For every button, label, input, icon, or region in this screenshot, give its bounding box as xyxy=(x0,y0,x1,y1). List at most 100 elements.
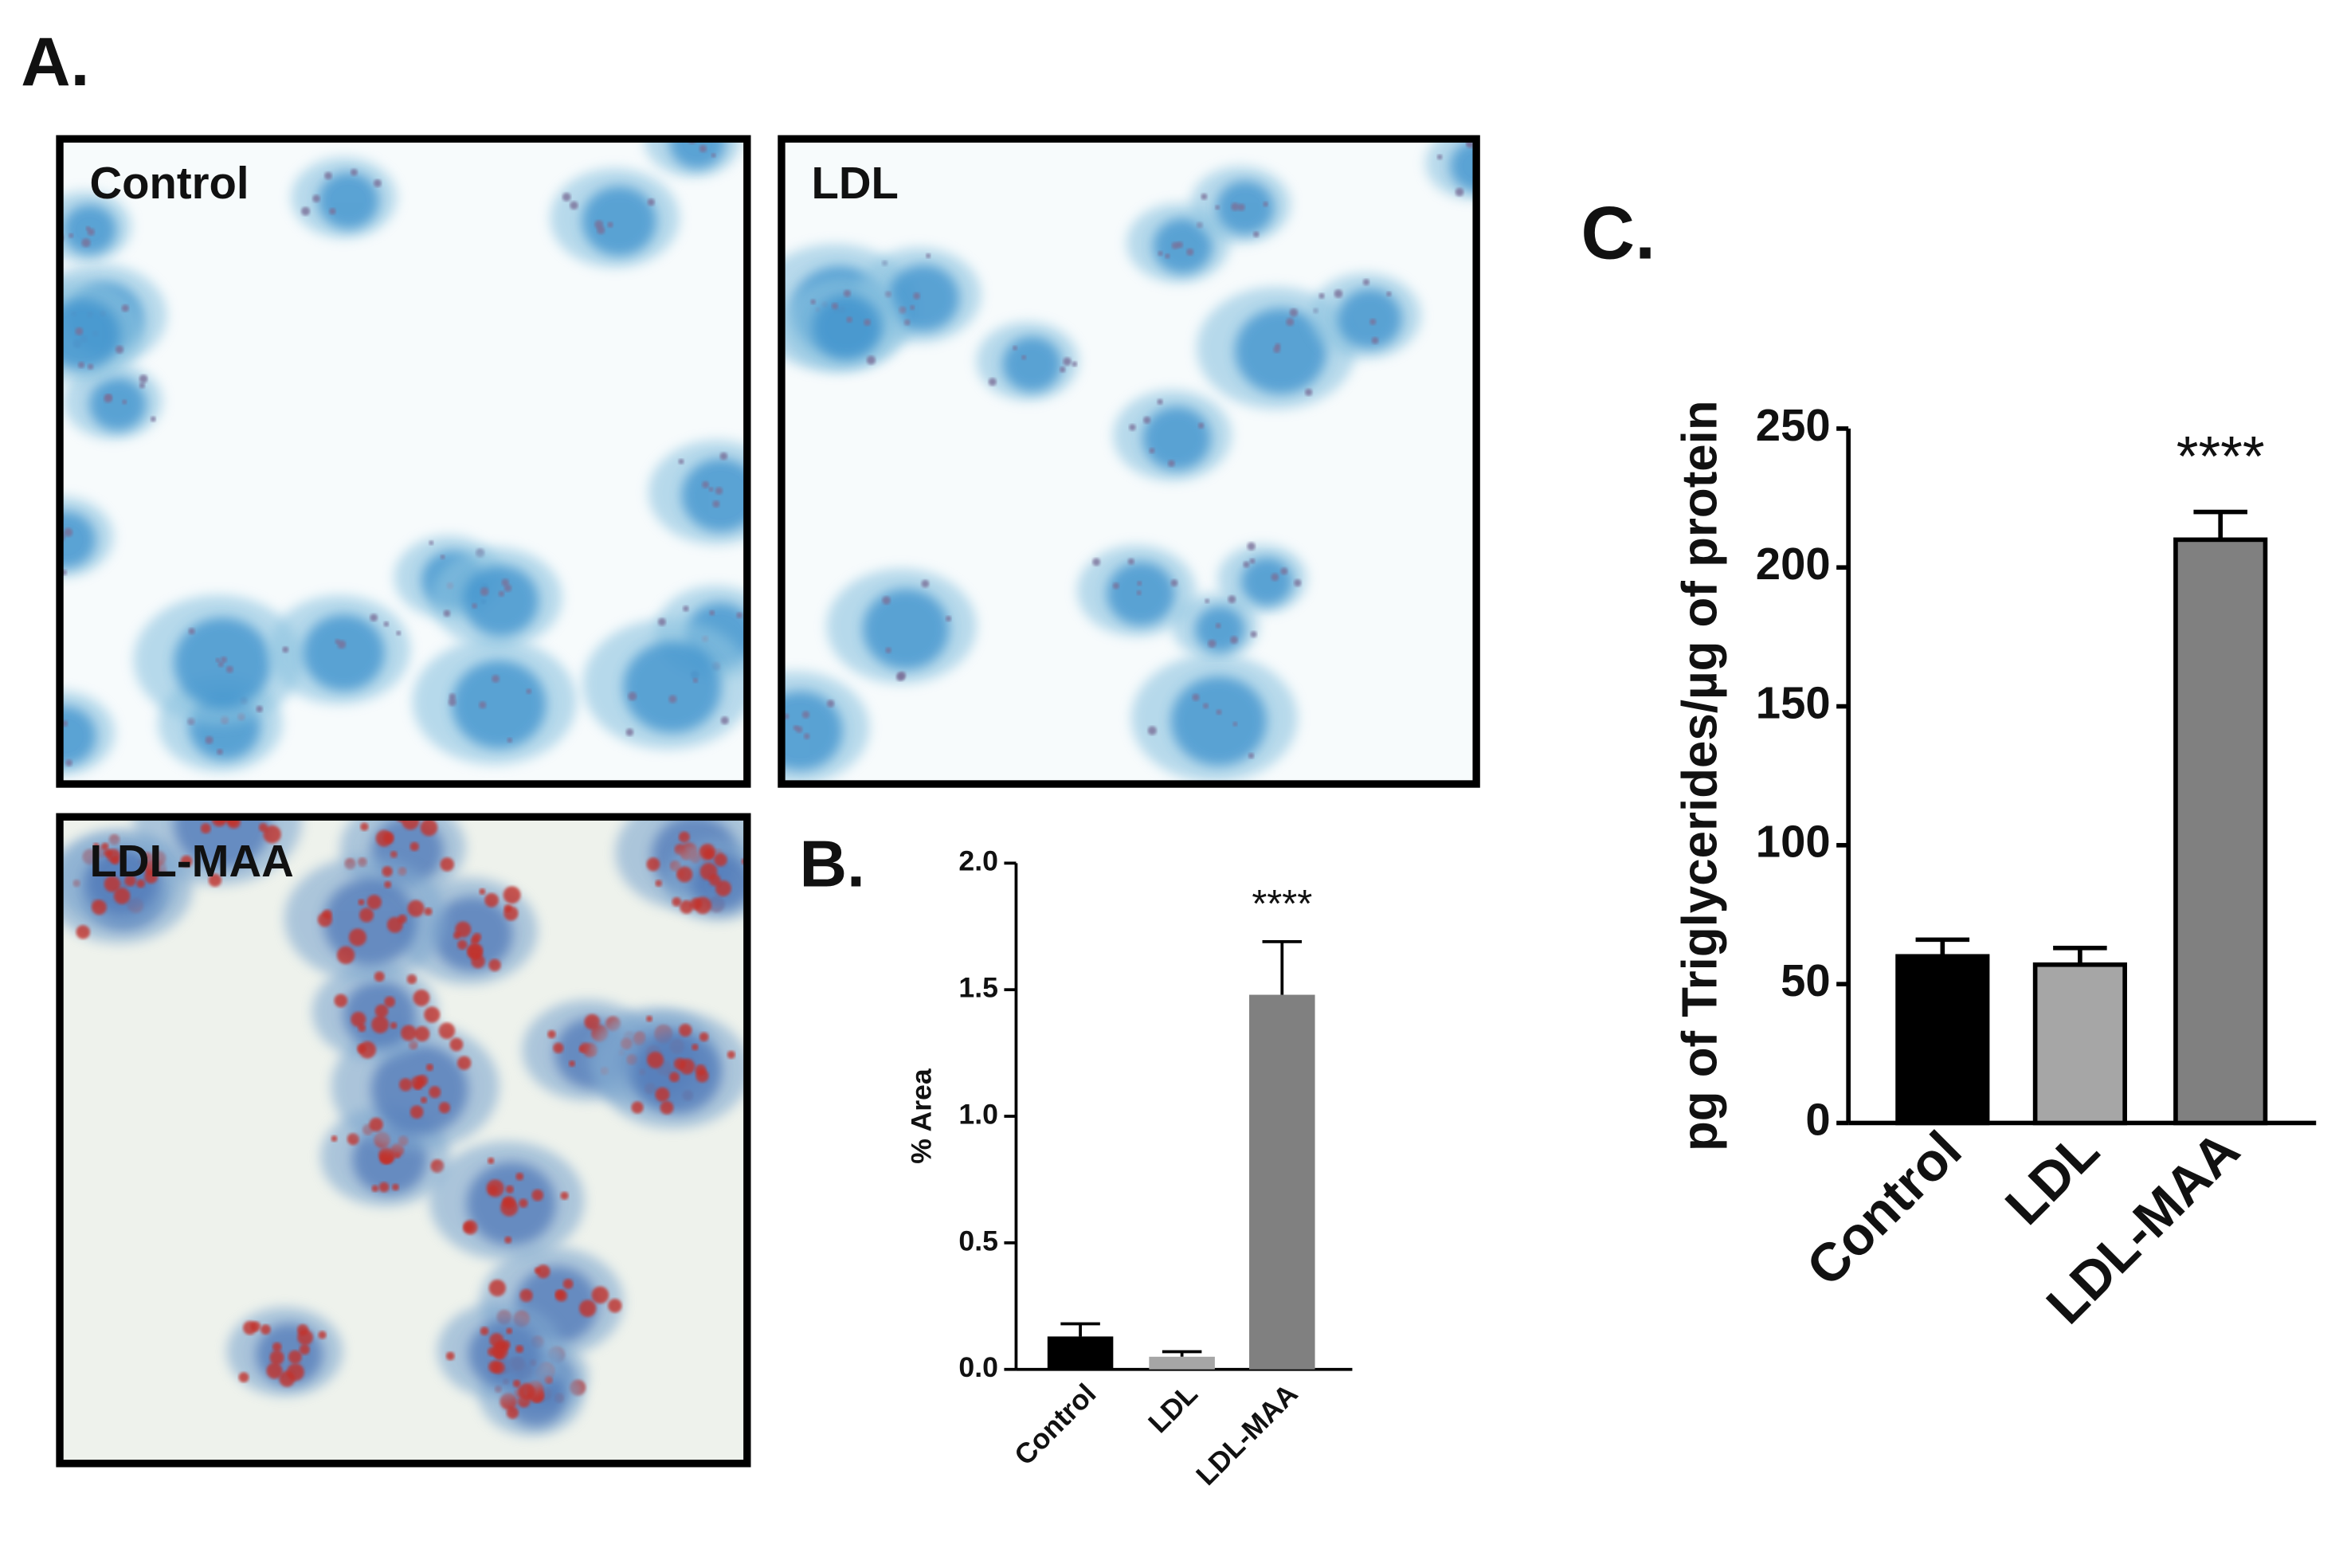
lipid-droplet xyxy=(755,876,772,892)
lipid-droplet xyxy=(382,866,393,877)
lipid-droplet xyxy=(399,1078,413,1092)
granule xyxy=(69,233,74,238)
granule xyxy=(1286,317,1295,327)
granule xyxy=(1215,622,1221,629)
granule xyxy=(472,603,477,609)
granule xyxy=(46,711,55,719)
granule xyxy=(115,345,124,354)
panel-label: B. xyxy=(799,828,865,901)
granule xyxy=(350,168,358,176)
lipid-droplet xyxy=(347,1133,359,1146)
granule xyxy=(48,702,53,707)
granule xyxy=(712,500,720,508)
lipid-droplet xyxy=(569,1060,575,1067)
x-tick-label: Control xyxy=(1796,1120,1973,1298)
granule xyxy=(1092,558,1101,566)
lipid-droplet xyxy=(322,909,332,919)
y-tick-label: 0.5 xyxy=(958,1225,998,1256)
panel-label: C. xyxy=(1581,191,1655,275)
lipid-droplet xyxy=(518,1383,535,1400)
granule xyxy=(1060,367,1066,373)
lipid-droplet xyxy=(488,1157,495,1165)
nucleus xyxy=(318,172,379,229)
granule xyxy=(38,306,47,315)
granule xyxy=(220,657,227,663)
lipid-droplet xyxy=(371,1015,390,1033)
lipid-droplet xyxy=(519,1288,533,1303)
nucleus xyxy=(174,817,271,869)
granule xyxy=(1467,140,1475,148)
granule xyxy=(921,579,930,588)
nucleus xyxy=(623,641,722,733)
granule xyxy=(988,378,997,386)
lipid-droplet xyxy=(457,1056,472,1070)
lipid-droplet xyxy=(504,1236,512,1244)
significance: **** xyxy=(1252,883,1312,926)
lipid-droplet xyxy=(334,994,348,1008)
granule xyxy=(945,615,952,622)
granule xyxy=(1147,726,1157,735)
lipid-droplet xyxy=(672,897,682,907)
micrograph-label: Control xyxy=(90,158,249,208)
lipid-droplet xyxy=(631,1101,644,1114)
granule xyxy=(1158,250,1163,257)
granule xyxy=(217,661,224,668)
lipid-droplet xyxy=(420,1096,428,1103)
granule xyxy=(1149,448,1155,454)
granule xyxy=(1271,573,1279,582)
granule xyxy=(282,646,289,653)
granule xyxy=(628,692,637,701)
lipid-droplet xyxy=(113,888,131,904)
granule xyxy=(895,672,905,681)
granule xyxy=(443,610,451,617)
lipid-droplet xyxy=(553,1042,564,1053)
granule xyxy=(866,355,876,365)
granule xyxy=(498,590,505,597)
granule xyxy=(1334,289,1343,298)
granule xyxy=(1137,581,1142,586)
granule xyxy=(846,316,852,323)
granule xyxy=(492,674,500,683)
granule xyxy=(831,302,839,310)
granule xyxy=(81,238,91,248)
granule xyxy=(1165,253,1170,259)
lipid-droplet xyxy=(299,1344,310,1355)
lipid-droplet xyxy=(359,1041,377,1059)
lipid-droplet xyxy=(608,1299,622,1313)
y-tick-label: 200 xyxy=(1756,539,1831,589)
lipid-droplet xyxy=(488,1185,498,1195)
lipid-droplet xyxy=(420,818,438,837)
granule xyxy=(1202,703,1209,709)
nucleus xyxy=(1234,308,1327,394)
granule xyxy=(256,705,263,713)
lipid-droplet xyxy=(238,1372,249,1383)
granule xyxy=(312,194,320,203)
nucleus xyxy=(60,299,120,370)
lipid-droplet xyxy=(136,879,146,888)
bar xyxy=(1149,1356,1215,1370)
lipid-droplet xyxy=(455,921,472,938)
granule xyxy=(1232,721,1238,727)
lipid-droplet xyxy=(699,1032,709,1042)
lipid-droplet xyxy=(660,1100,674,1115)
lipid-droplet xyxy=(144,869,159,884)
granule xyxy=(329,207,336,215)
granule xyxy=(78,362,85,369)
lipid-droplet xyxy=(579,1042,590,1053)
lipid-droplet xyxy=(715,880,731,896)
granule xyxy=(480,587,489,596)
lipid-droplet xyxy=(669,1072,680,1083)
granule xyxy=(826,700,835,708)
lipid-droplet xyxy=(492,1361,505,1374)
granule xyxy=(625,728,634,736)
lipid-droplet xyxy=(655,880,663,887)
granule xyxy=(719,452,728,461)
granule xyxy=(1143,416,1151,424)
granule xyxy=(801,711,810,719)
granule xyxy=(720,716,729,725)
lipid-droplet xyxy=(547,1029,556,1039)
granule xyxy=(910,305,915,311)
granule xyxy=(699,144,707,153)
nucleus xyxy=(887,265,960,331)
lipid-droplet xyxy=(392,1183,399,1191)
